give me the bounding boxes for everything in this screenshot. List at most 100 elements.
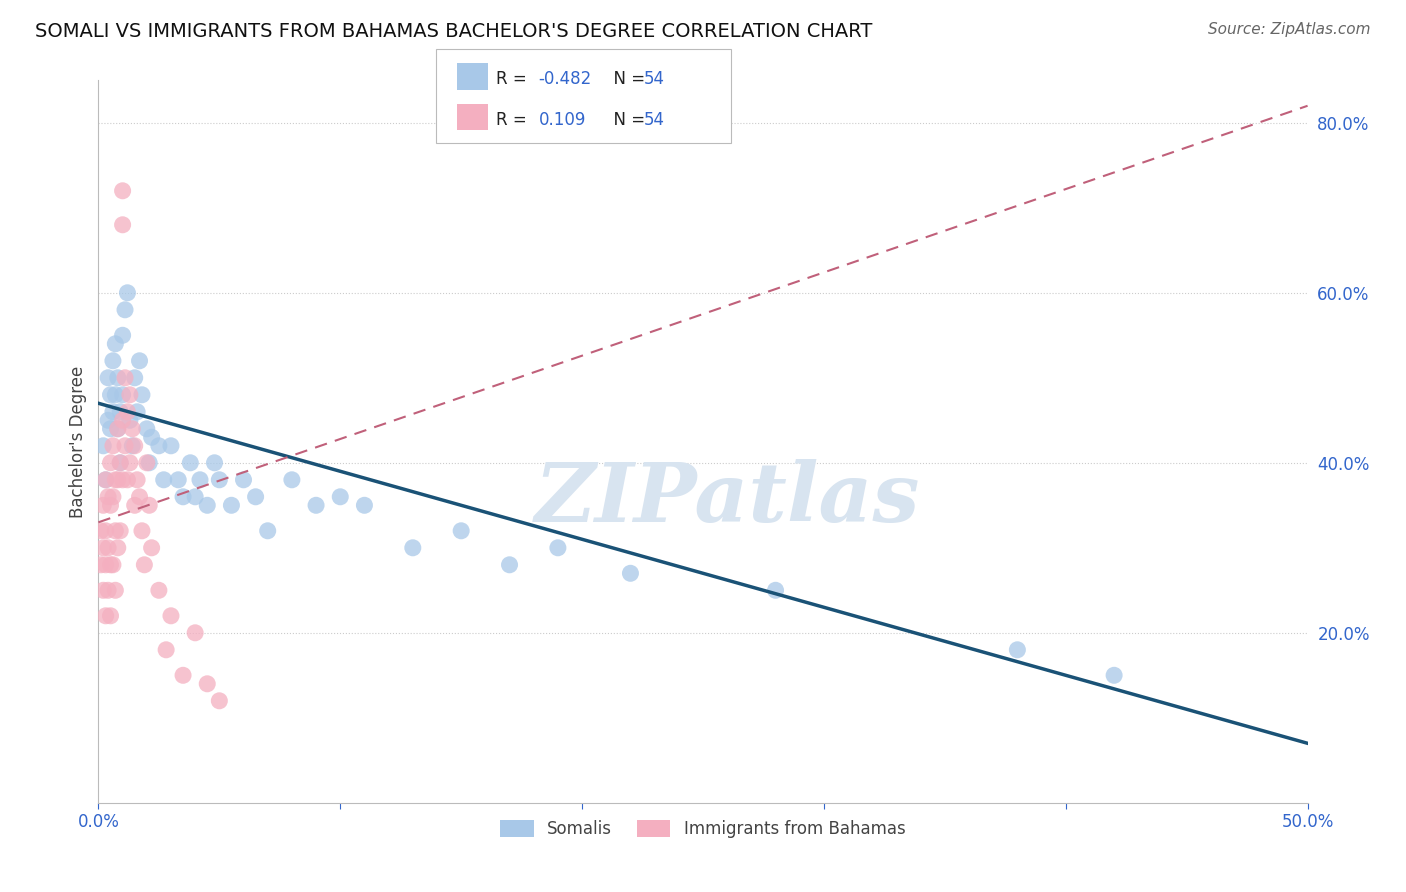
Point — [402, 541, 425, 555]
Point — [1102, 668, 1125, 682]
Point — [91, 583, 114, 598]
Point — [94, 524, 117, 538]
Point — [94, 473, 117, 487]
Point — [155, 642, 177, 657]
Point — [117, 285, 139, 300]
Text: ZIPatlas: ZIPatlas — [534, 459, 920, 540]
Point — [94, 608, 117, 623]
Point — [111, 388, 134, 402]
Point — [221, 498, 243, 512]
Point — [100, 422, 122, 436]
Point — [104, 524, 127, 538]
Point — [124, 498, 146, 512]
Point — [100, 388, 122, 402]
Text: 0.109: 0.109 — [538, 111, 586, 128]
Point — [128, 490, 150, 504]
Point — [108, 405, 131, 419]
Point — [104, 473, 127, 487]
Point — [353, 498, 375, 512]
Point — [94, 558, 117, 572]
Point — [208, 473, 231, 487]
Point — [121, 439, 143, 453]
Legend: Somalis, Immigrants from Bahamas: Somalis, Immigrants from Bahamas — [494, 814, 912, 845]
Point — [172, 490, 194, 504]
Y-axis label: Bachelor's Degree: Bachelor's Degree — [69, 366, 87, 517]
Text: SOMALI VS IMMIGRANTS FROM BAHAMAS BACHELOR'S DEGREE CORRELATION CHART: SOMALI VS IMMIGRANTS FROM BAHAMAS BACHEL… — [35, 22, 873, 41]
Point — [108, 456, 131, 470]
Point — [91, 498, 114, 512]
Point — [111, 328, 134, 343]
Point — [135, 456, 157, 470]
Point — [179, 456, 201, 470]
Point — [107, 473, 129, 487]
Point — [498, 558, 520, 572]
Text: 54: 54 — [644, 70, 665, 88]
Point — [90, 524, 112, 538]
Text: Source: ZipAtlas.com: Source: ZipAtlas.com — [1208, 22, 1371, 37]
Point — [107, 422, 129, 436]
Point — [547, 541, 569, 555]
Point — [765, 583, 787, 598]
Point — [127, 405, 149, 419]
Point — [111, 218, 134, 232]
Point — [97, 490, 120, 504]
Point — [100, 498, 122, 512]
Point — [134, 558, 156, 572]
Point — [111, 473, 134, 487]
Point — [121, 422, 143, 436]
Point — [104, 388, 127, 402]
Text: N =: N = — [603, 111, 651, 128]
Point — [131, 524, 153, 538]
Point — [104, 583, 127, 598]
Point — [97, 583, 120, 598]
Point — [94, 473, 117, 487]
Point — [97, 541, 120, 555]
Point — [167, 473, 190, 487]
Point — [188, 473, 211, 487]
Point — [117, 473, 139, 487]
Point — [90, 558, 112, 572]
Point — [256, 524, 278, 538]
Point — [329, 490, 352, 504]
Point — [124, 439, 146, 453]
Point — [450, 524, 472, 538]
Text: R =: R = — [496, 111, 533, 128]
Text: N =: N = — [603, 70, 651, 88]
Point — [195, 677, 218, 691]
Point — [131, 388, 153, 402]
Point — [135, 422, 157, 436]
Point — [184, 490, 207, 504]
Point — [118, 388, 141, 402]
Point — [108, 456, 131, 470]
Text: -0.482: -0.482 — [538, 70, 592, 88]
Point — [305, 498, 328, 512]
Point — [97, 413, 120, 427]
Point — [104, 336, 127, 351]
Point — [128, 353, 150, 368]
Point — [101, 490, 124, 504]
Point — [101, 405, 124, 419]
Point — [91, 541, 114, 555]
Point — [124, 371, 146, 385]
Point — [184, 625, 207, 640]
Point — [114, 302, 136, 317]
Point — [127, 473, 149, 487]
Text: 54: 54 — [644, 111, 665, 128]
Point — [101, 558, 124, 572]
Point — [172, 668, 194, 682]
Point — [101, 439, 124, 453]
Point — [204, 456, 226, 470]
Point — [619, 566, 641, 581]
Point — [148, 439, 170, 453]
Point — [208, 694, 231, 708]
Point — [97, 371, 120, 385]
Point — [138, 498, 160, 512]
Point — [114, 439, 136, 453]
Point — [107, 371, 129, 385]
Point — [160, 439, 183, 453]
Point — [281, 473, 304, 487]
Point — [1007, 642, 1029, 657]
Point — [118, 413, 141, 427]
Point — [195, 498, 218, 512]
Point — [101, 353, 124, 368]
